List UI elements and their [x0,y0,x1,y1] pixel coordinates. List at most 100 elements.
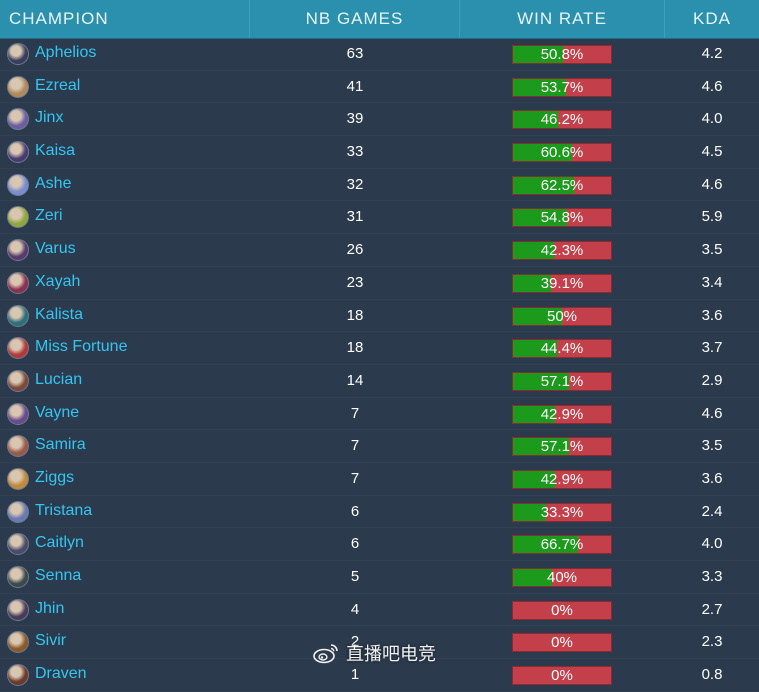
champion-name[interactable]: Jinx [35,109,64,127]
champion-name[interactable]: Jhin [35,599,65,617]
champion-avatar-icon [7,108,29,131]
winrate-value: 57.1% [540,372,584,390]
champion-name[interactable]: Samira [35,436,86,454]
winrate-bar-fill [513,111,559,129]
champion-name[interactable]: Ezreal [35,76,81,94]
table-row[interactable]: Varus 26 42.3% 3.5 [0,234,759,267]
winrate-bar: 33.3% [512,502,612,522]
winrate-value: 0% [551,601,573,619]
column-header-kda[interactable]: KDA [693,9,731,28]
champion-avatar-icon [7,43,29,65]
table-row[interactable]: Tristana 6 33.3% 2.4 [0,496,759,529]
winrate-bar: 44.4% [512,339,612,359]
winrate-bar: 54.8% [512,208,612,228]
champion-name[interactable]: Sivir [35,632,67,650]
table-row[interactable]: Lucian 14 57.1% 2.9 [0,365,759,398]
table-row[interactable]: Jhin 4 0% 2.7 [0,594,759,627]
games-count: 32 [346,175,364,193]
champion-name[interactable]: Varus [35,240,76,258]
games-count: 7 [350,437,360,455]
winrate-bar-fill [513,405,556,423]
champion-name[interactable]: Xayah [35,272,81,290]
champion-avatar-icon [7,369,29,392]
table-row[interactable]: Ashe 32 62.5% 4.6 [0,169,759,202]
winrate-value: 50% [546,307,578,325]
champion-name[interactable]: Ziggs [35,468,75,486]
winrate-value: 33.3% [540,503,584,521]
games-count: 1 [350,666,360,684]
champion-name[interactable]: Zeri [35,207,63,225]
table-row[interactable]: Jinx 39 46.2% 4.0 [0,103,759,137]
champion-avatar-icon [7,271,29,294]
champion-name[interactable]: Aphelios [35,44,97,61]
winrate-value: 62.5% [540,176,584,194]
champion-name[interactable]: Draven [35,665,87,683]
column-header-games[interactable]: NB GAMES [250,0,460,38]
winrate-bar: 0% [512,633,612,653]
champion-avatar-icon [7,206,29,229]
champion-avatar-icon [7,533,29,556]
games-count: 31 [346,208,364,226]
champion-name[interactable]: Caitlyn [35,534,84,552]
winrate-value: 42.9% [540,470,584,488]
champion-avatar-icon [7,631,29,654]
winrate-bar: 62.5% [512,175,612,195]
table-row[interactable]: Xayah 23 39.1% 3.4 [0,267,759,300]
winrate-bar-fill [513,470,556,488]
winrate-bar: 42.3% [512,241,612,261]
kda-value: 4.6 [701,175,723,193]
winrate-bar-fill [513,536,579,554]
kda-value: 4.2 [701,45,723,62]
champion-name[interactable]: Miss Fortune [35,338,128,356]
champion-name[interactable]: Tristana [35,501,93,519]
winrate-value: 50.8% [540,46,584,63]
table-row[interactable]: Kaisa 33 60.6% 4.5 [0,136,759,169]
table-header: CHAMPION NB GAMES WIN RATE KDA [0,0,759,39]
table-row[interactable]: Ezreal 41 53.7% 4.6 [0,71,759,104]
table-row[interactable]: Ziggs 7 42.9% 3.6 [0,463,759,496]
champion-name[interactable]: Senna [35,567,82,584]
champion-name[interactable]: Kalista [35,305,84,323]
winrate-value: 57.1% [540,438,584,456]
games-count: 18 [346,306,364,324]
winrate-value: 42.9% [540,405,584,423]
games-count: 18 [346,339,364,357]
champion-name[interactable]: Lucian [35,370,83,388]
table-row[interactable]: Miss Fortune 18 44.4% 3.7 [0,332,759,365]
champion-name[interactable]: Kaisa [35,142,76,160]
winrate-bar: 60.6% [512,143,612,163]
table-row[interactable]: Samira 7 57.1% 3.5 [0,430,759,463]
table-row[interactable]: Aphelios 63 50.8% 4.2 [0,38,759,71]
table-row[interactable]: Kalista 18 50% 3.6 [0,300,759,333]
weibo-icon [313,644,338,664]
games-count: 26 [346,241,364,259]
table-row[interactable]: Zeri 31 54.8% 5.9 [0,201,759,235]
champion-avatar-icon [7,598,29,621]
kda-value: 5.9 [701,208,723,226]
column-header-winrate[interactable]: WIN RATE [460,0,665,38]
table-row[interactable]: Caitlyn 6 66.7% 4.0 [0,528,759,561]
winrate-value: 42.3% [540,242,584,260]
winrate-bar-fill [513,307,562,325]
kda-value: 3.6 [701,306,723,324]
winrate-bar: 42.9% [512,469,612,489]
kda-value: 3.7 [701,339,723,357]
champion-avatar-icon [7,500,29,523]
watermark: 直播吧电竞 [312,640,436,666]
kda-value: 2.9 [701,371,723,389]
winrate-bar: 50.8% [512,45,612,64]
column-header-champion[interactable]: CHAMPION [0,0,250,38]
champion-name[interactable]: Vayne [35,403,80,421]
champion-name[interactable]: Ashe [35,174,72,192]
winrate-bar: 57.1% [512,371,612,391]
table-row[interactable]: Vayne 7 42.9% 4.6 [0,398,759,431]
table-row[interactable]: Sivir 2 0% 2.3 [0,626,759,660]
winrate-bar: 50% [512,306,612,326]
kda-value: 4.6 [701,404,723,422]
games-count: 63 [346,45,364,62]
winrate-value: 44.4% [540,340,584,358]
winrate-bar: 66.7% [512,535,612,555]
winrate-value: 39.1% [540,274,584,292]
table-row[interactable]: Senna 5 40% 3.3 [0,561,759,594]
